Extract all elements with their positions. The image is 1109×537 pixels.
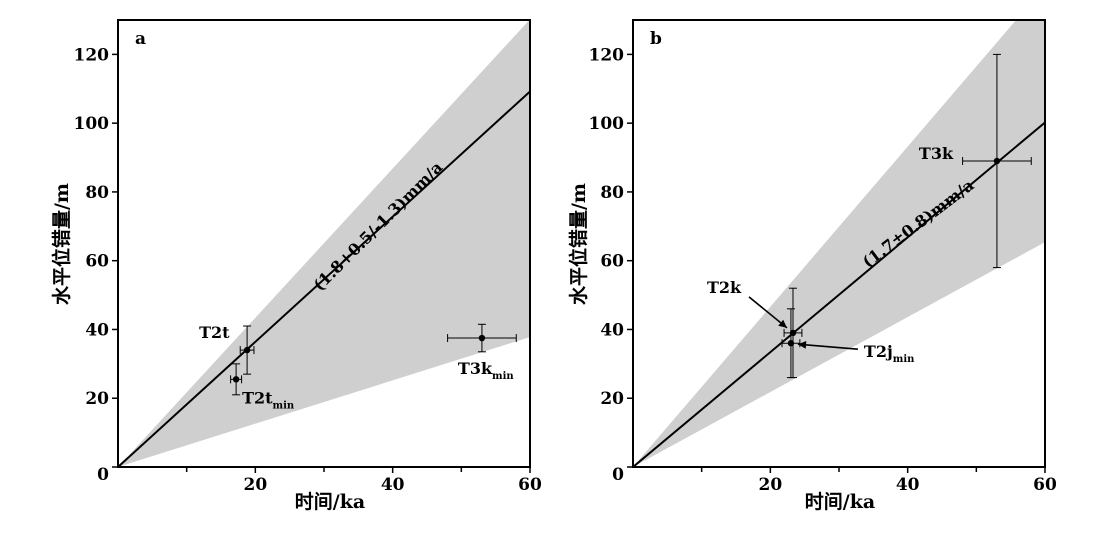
data-point-T3k: T3k — [919, 53, 1032, 269]
point-label: T2tmin — [242, 388, 295, 411]
y-tick-label: 20 — [600, 389, 624, 409]
y-tick-label: 100 — [74, 114, 110, 134]
point-label-main: T2k — [707, 278, 742, 297]
point-label: T2t — [199, 323, 230, 342]
y-tick-label: 40 — [85, 320, 109, 340]
data-point-T2t: T2tmin — [230, 363, 295, 411]
x-tick-label: 40 — [896, 475, 920, 495]
x-tick-label: 60 — [518, 475, 542, 495]
x-tick-label: 40 — [381, 475, 405, 495]
data-marker — [243, 346, 251, 354]
x-tick-label: 20 — [758, 475, 782, 495]
origin-tick-label: 0 — [97, 465, 109, 485]
y-tick-label: 60 — [600, 252, 624, 272]
data-marker — [232, 376, 240, 383]
y-tick-label: 40 — [600, 320, 624, 340]
point-label: T2jmin — [864, 342, 915, 365]
point-label-main: T2j — [864, 342, 893, 361]
data-point-T2j: T2jmin — [781, 308, 915, 379]
x-axis-title: 时间/ka — [805, 491, 875, 513]
y-tick-label: 120 — [589, 45, 625, 65]
callout-arrow-line — [748, 296, 788, 329]
y-tick-label: 80 — [600, 183, 624, 203]
point-label-subscript: min — [273, 400, 295, 411]
y-axis-title: 水平位错量/m — [567, 183, 590, 305]
data-point-T2k: T2k — [707, 278, 803, 379]
point-label-main: T2t — [242, 388, 273, 407]
y-tick-label: 60 — [85, 252, 109, 272]
panel-label: a — [135, 29, 146, 49]
x-axis-title: 时间/ka — [295, 491, 365, 513]
fit-line — [633, 121, 1045, 467]
point-label: T2k — [707, 278, 742, 297]
point-label-main: T3k — [458, 359, 493, 378]
callout-arrow-head — [797, 340, 807, 349]
point-label-main: T3k — [919, 144, 954, 163]
callout-arrow-line — [797, 343, 858, 351]
point-label: T3k — [919, 144, 954, 163]
y-axis-title: 水平位错量/m — [50, 183, 73, 305]
x-tick-label: 20 — [243, 475, 267, 495]
uncertainty-band — [633, 20, 1045, 467]
point-label: T3kmin — [458, 359, 515, 382]
point-label-main: T2t — [199, 323, 230, 342]
uncertainty-band — [118, 20, 530, 467]
data-marker — [787, 340, 795, 347]
x-tick-label: 60 — [1033, 475, 1057, 495]
point-label-subscript: min — [492, 371, 514, 382]
y-tick-label: 80 — [85, 183, 109, 203]
panel-label: b — [650, 29, 662, 49]
data-marker — [993, 157, 1001, 165]
data-point-T3k: T3kmin — [447, 323, 517, 382]
y-tick-label: 120 — [74, 45, 110, 65]
origin-tick-label: 0 — [612, 465, 624, 485]
y-tick-label: 20 — [85, 389, 109, 409]
point-label-subscript: min — [893, 354, 915, 365]
y-tick-label: 100 — [589, 114, 625, 134]
data-point-T2t: T2t — [199, 323, 255, 375]
callout-arrow-head — [778, 319, 787, 328]
data-marker — [478, 334, 486, 342]
fit-line — [118, 90, 530, 467]
